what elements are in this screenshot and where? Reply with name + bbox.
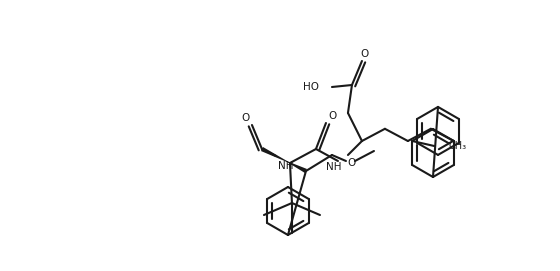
Polygon shape <box>286 161 307 173</box>
Text: HO: HO <box>303 82 319 92</box>
Text: NH: NH <box>326 162 342 172</box>
Polygon shape <box>261 147 290 163</box>
Text: O: O <box>242 113 250 123</box>
Text: O: O <box>348 158 356 168</box>
Text: O: O <box>329 111 337 121</box>
Text: CH₃: CH₃ <box>448 141 466 151</box>
Text: O: O <box>361 49 369 59</box>
Text: NH: NH <box>278 161 293 171</box>
